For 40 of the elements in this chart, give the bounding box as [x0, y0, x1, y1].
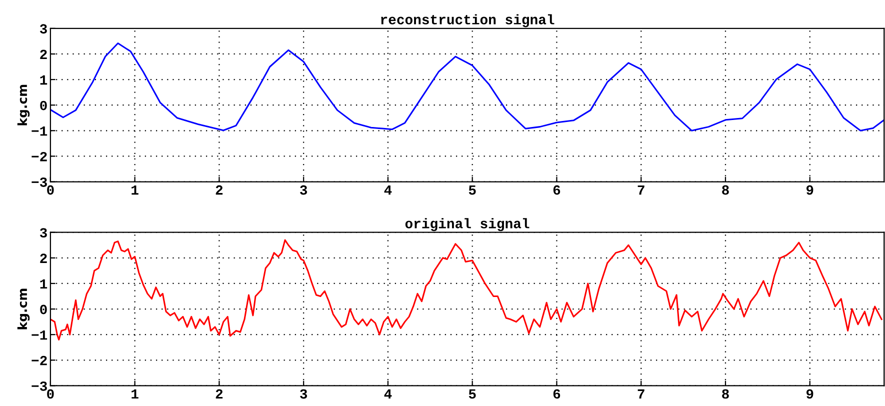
y-tick-label: −3 [32, 178, 47, 187]
y-tick-label: −3 [32, 381, 47, 391]
x-tick-label: 1 [132, 389, 138, 399]
x-tick-label: 7 [638, 389, 644, 399]
x-tick-label: 8 [722, 185, 729, 195]
y-tick-label: 1 [40, 279, 48, 289]
x-tick-label: 5 [468, 389, 476, 399]
y-tick-label: −1 [32, 126, 48, 136]
line-series [50, 42, 884, 132]
y-tick-label: −2 [32, 356, 47, 366]
x-tick-label: 6 [553, 389, 560, 399]
y-tick-label: 0 [40, 304, 47, 314]
y-tick-label: 0 [40, 100, 47, 110]
x-tick-label: 3 [300, 389, 308, 399]
x-tick-label: 0 [47, 389, 54, 399]
x-tick-label: 4 [384, 185, 392, 195]
y-axis-title: kg.cm [17, 288, 30, 330]
y-axis-title: kg.cm [17, 84, 30, 126]
x-tick-label: 4 [384, 389, 392, 399]
x-tick-label: 1 [132, 185, 138, 195]
x-tick-label: 2 [216, 389, 223, 399]
x-tick-label: 3 [300, 185, 308, 195]
x-tick-label: 6 [553, 185, 560, 195]
x-tick-label: 9 [806, 389, 814, 399]
chart-title: original signal [405, 218, 530, 232]
x-tick-label: 0 [47, 185, 54, 195]
y-tick-label: 1 [40, 75, 48, 85]
y-tick-label: −2 [32, 152, 47, 162]
x-tick-label: 5 [468, 185, 476, 195]
y-tick-label: 3 [40, 228, 47, 238]
x-tick-label: 7 [638, 185, 644, 195]
chart-title: reconstruction signal [381, 14, 554, 28]
y-tick-label: 2 [40, 50, 47, 60]
y-tick-label: 2 [40, 254, 47, 263]
y-tick-label: 3 [40, 24, 47, 34]
x-tick-label: 9 [806, 185, 814, 195]
y-tick-label: −1 [32, 330, 48, 340]
x-tick-label: 8 [722, 389, 729, 399]
x-tick-label: 2 [216, 185, 223, 195]
line-series [50, 239, 882, 340]
